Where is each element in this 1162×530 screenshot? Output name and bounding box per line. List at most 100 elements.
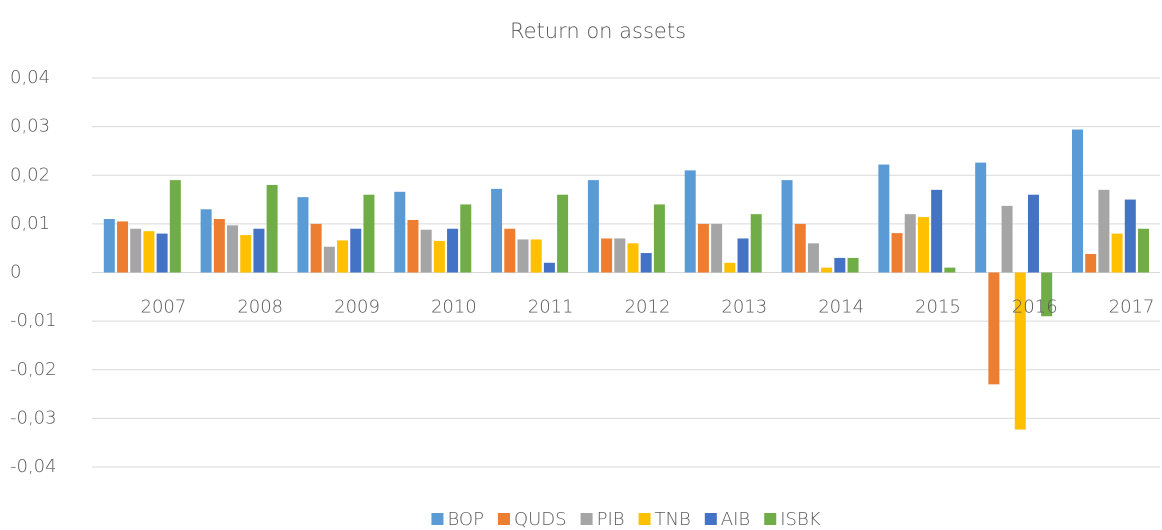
y-tick-label: -0,03 [10, 407, 57, 428]
y-tick-label: -0,04 [10, 456, 57, 477]
bar [337, 240, 349, 273]
bar [1001, 205, 1013, 273]
x-tick-label: 2008 [237, 297, 283, 318]
y-tick-label: 0,03 [10, 116, 50, 137]
legend-swatch [704, 513, 717, 525]
bar [711, 223, 723, 273]
bar [420, 229, 432, 273]
bar [614, 238, 626, 273]
legend-label: TNB [655, 509, 691, 530]
x-tick-label: 2015 [915, 297, 961, 318]
bar [917, 217, 929, 273]
bar [724, 262, 736, 273]
bar [1111, 233, 1123, 273]
x-tick-label: 2011 [528, 297, 574, 318]
bar [878, 164, 890, 273]
bar [530, 239, 542, 273]
bar [794, 223, 806, 273]
y-tick-label: -0,01 [10, 310, 57, 331]
bar [988, 272, 1000, 385]
bar [684, 170, 696, 273]
bar [491, 188, 503, 273]
bar [653, 204, 665, 273]
bar [975, 162, 987, 273]
bar [781, 180, 793, 273]
bar [169, 180, 181, 273]
bar [891, 233, 903, 273]
x-tick-label: 2017 [1109, 297, 1155, 318]
bar [297, 197, 309, 273]
bar [750, 214, 762, 273]
bar [394, 191, 406, 273]
bar [1124, 199, 1136, 273]
y-tick-label: 0,02 [10, 164, 50, 185]
bar [640, 253, 652, 273]
bar [557, 194, 569, 273]
bar [240, 235, 252, 273]
bar [1014, 272, 1026, 430]
y-tick-label: -0,02 [10, 359, 57, 380]
legend-swatch [764, 513, 777, 525]
bar [847, 257, 859, 273]
x-tick-label: 2014 [818, 297, 864, 318]
bar [310, 223, 322, 273]
bar [697, 223, 709, 273]
legend-swatch [580, 513, 593, 525]
bar [601, 238, 613, 273]
x-tick-label: 2012 [625, 297, 671, 318]
bar [517, 239, 529, 273]
bar [1137, 228, 1149, 273]
bar [117, 221, 129, 273]
x-tick-label: 2013 [721, 297, 767, 318]
legend-label: ISBK [780, 509, 821, 530]
bar [1027, 194, 1039, 273]
bar [543, 262, 555, 273]
bar [350, 228, 362, 273]
bar [253, 228, 265, 273]
bar [821, 267, 833, 273]
bar [627, 243, 639, 273]
bar [213, 219, 225, 273]
bar [1085, 254, 1097, 273]
bar [363, 194, 375, 273]
bar [130, 228, 142, 273]
legend-label: PIB [597, 509, 625, 530]
bar [834, 257, 846, 273]
bar [447, 228, 459, 273]
bar [323, 246, 335, 273]
legend-swatch [638, 513, 651, 525]
bar [587, 180, 599, 273]
bar [460, 204, 472, 273]
y-tick-label: 0,01 [10, 213, 50, 234]
bar [737, 238, 749, 273]
bar [143, 231, 155, 273]
bar [504, 228, 516, 273]
bar [807, 243, 819, 273]
legend-label: AIB [721, 509, 750, 530]
bar [904, 214, 916, 273]
bar [1071, 129, 1083, 273]
legend-swatch [497, 513, 510, 525]
bar [407, 219, 419, 273]
bar [103, 219, 115, 273]
legend-label: BOP [447, 509, 484, 530]
x-tick-label: 2009 [334, 297, 380, 318]
y-tick-label: 0,04 [10, 67, 50, 88]
chart-title: Return on assets [510, 19, 686, 43]
bar [227, 225, 239, 273]
bar [266, 184, 278, 273]
x-tick-label: 2007 [141, 297, 187, 318]
bar [1098, 189, 1110, 273]
bar [200, 209, 212, 273]
legend-swatch [431, 513, 444, 525]
bar [944, 267, 956, 273]
bar [1041, 272, 1053, 317]
bar [156, 233, 168, 273]
x-tick-label: 2010 [431, 297, 477, 318]
bar [433, 240, 445, 273]
x-tick-label: 2016 [1012, 297, 1058, 318]
bar [931, 189, 943, 273]
y-tick-label: 0 [10, 262, 21, 283]
legend-label: QUDS [514, 509, 567, 530]
